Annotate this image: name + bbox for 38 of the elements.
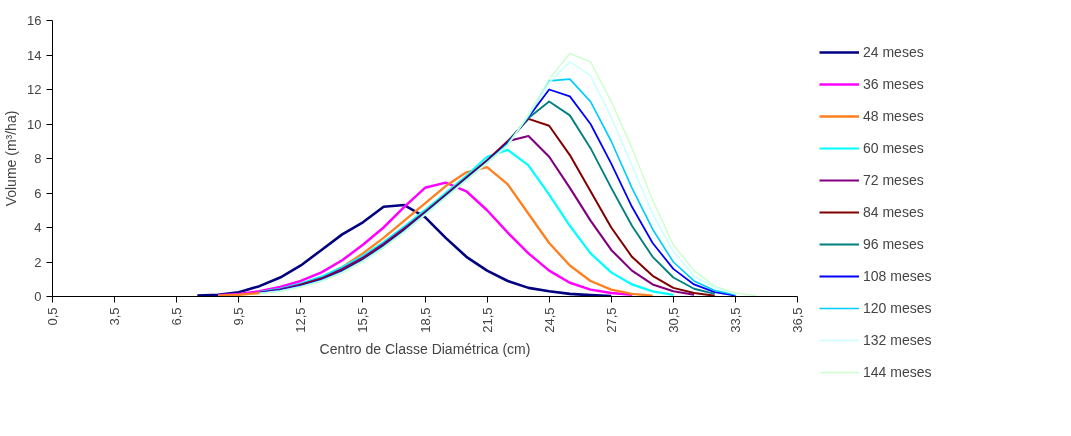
legend-label: 60 meses [863, 140, 924, 156]
x-tick-label: 33,5 [727, 307, 743, 333]
x-tick-label: 27,5 [603, 307, 619, 333]
y-tick-label: 8 [34, 151, 42, 166]
y-tick-label: 10 [27, 116, 42, 132]
y-tick-label: 4 [34, 220, 42, 235]
legend-label: 36 meses [863, 76, 924, 92]
x-tick-label: 18,5 [417, 307, 433, 333]
line-series [506, 100, 716, 295]
x-axis-title: Centro de Classe Diamétrica (cm) [319, 340, 531, 357]
x-tick-label: 9,5 [231, 307, 247, 326]
y-tick-label: 6 [34, 185, 42, 201]
x-tick-label: 15,5 [355, 307, 371, 333]
y-axis-title: Volume (m³/ha) [3, 110, 20, 207]
y-tick-label: 14 [27, 47, 42, 63]
legend-label: 72 meses [863, 172, 924, 188]
legend-label: 84 meses [863, 204, 924, 220]
x-tick-label: 6,5 [169, 307, 185, 326]
x-tick-label: 21,5 [479, 307, 495, 333]
legend-label: 24 meses [863, 44, 924, 60]
line-series [196, 203, 613, 297]
x-tick-label: 36,5 [790, 307, 805, 333]
x-tick-label: 3,5 [107, 307, 123, 326]
x-tick-label: 12,5 [293, 307, 309, 333]
x-tick-label: 30,5 [665, 307, 681, 333]
legend-label: 48 meses [863, 108, 924, 124]
line-series [299, 117, 716, 297]
x-tick-label: 0,5 [45, 307, 60, 326]
legend-label: 144 meses [863, 364, 932, 380]
legend-label: 96 meses [863, 236, 924, 252]
x-tick-label: 24,5 [541, 307, 557, 333]
legend-label: 132 meses [863, 332, 932, 348]
legend-label: 120 meses [863, 300, 932, 316]
y-tick-label: 0 [34, 289, 42, 304]
y-tick-label: 2 [34, 254, 42, 270]
y-tick-label: 16 [27, 13, 42, 28]
legend-label: 108 meses [863, 268, 932, 284]
y-tick-label: 12 [27, 82, 42, 97]
